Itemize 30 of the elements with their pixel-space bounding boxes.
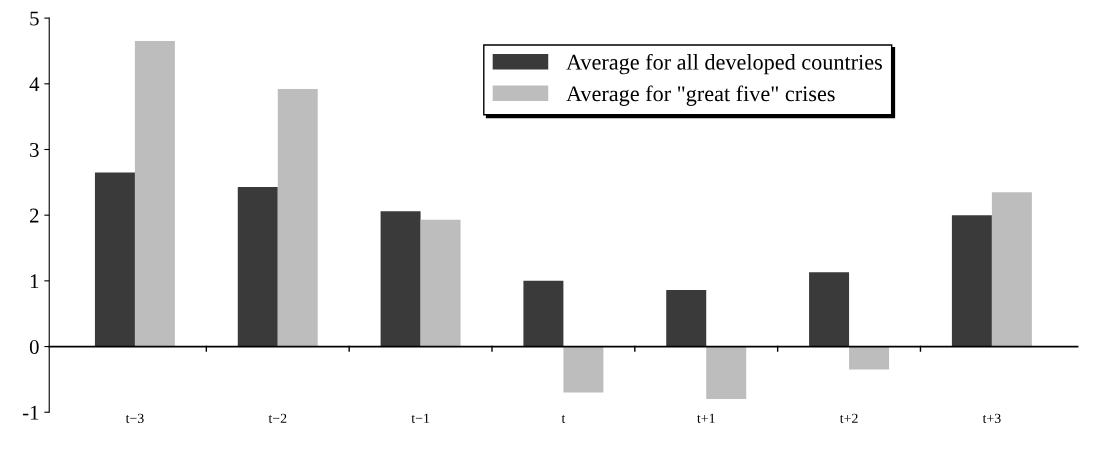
bar xyxy=(706,346,747,400)
bar xyxy=(134,41,175,347)
bar xyxy=(277,89,318,347)
bar xyxy=(991,192,1032,347)
x-tick-label: t+2 xyxy=(839,413,858,423)
bar xyxy=(523,280,564,347)
bar xyxy=(809,272,850,347)
x-tick-label: t+3 xyxy=(982,413,1001,423)
bar xyxy=(563,346,604,393)
y-tick-label: 3 xyxy=(30,142,39,157)
y-tick-label: 5 xyxy=(30,11,39,26)
bar xyxy=(420,219,461,347)
bar xyxy=(237,186,278,347)
bar xyxy=(951,215,992,347)
x-tick-label: t xyxy=(561,415,566,423)
bar xyxy=(666,290,707,347)
bar xyxy=(94,172,135,347)
y-tick-label: 4 xyxy=(29,77,40,92)
x-tick-label: t−1 xyxy=(411,413,430,423)
x-tick-label: t−2 xyxy=(268,413,287,423)
y-tick-label: 1 xyxy=(30,274,39,289)
legend-label: Average for "great five" crises xyxy=(566,85,835,106)
x-tick-label: t−3 xyxy=(125,413,144,423)
bar xyxy=(380,211,421,347)
bar xyxy=(849,346,890,370)
y-tick-label: -1 xyxy=(22,405,39,420)
y-tick-label: 2 xyxy=(30,208,39,223)
x-tick-label: t+1 xyxy=(697,413,715,423)
legend-label: Average for all developed countries xyxy=(566,53,882,75)
y-tick-label: 0 xyxy=(29,339,39,354)
